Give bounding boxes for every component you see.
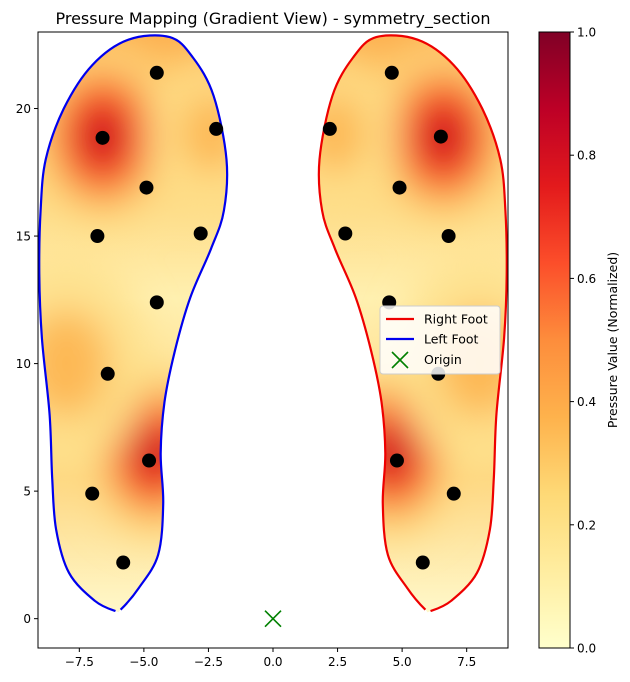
x-tick-label-2: −2.5 <box>194 655 223 669</box>
legend-label-right-foot: Right Foot <box>424 312 488 327</box>
colorbar-gradient <box>538 31 571 649</box>
sensor-right-4 <box>338 226 353 241</box>
legend-label-left-foot: Left Foot <box>424 332 479 347</box>
chart-title: Pressure Mapping (Gradient View) - symme… <box>55 9 490 29</box>
x-tick-label-5: 5.0 <box>393 655 412 669</box>
cbar-tick-label-5: 1.0 <box>577 26 596 40</box>
x-tick-label-0: −7.5 <box>65 655 94 669</box>
y-tick-label-0: 0 <box>23 612 31 626</box>
colorbar-ticks: 0.0 0.2 0.4 0.6 0.8 1.0 <box>570 26 596 656</box>
sensor-left-0 <box>149 65 164 80</box>
hotspot-right-2-1 <box>318 94 366 174</box>
legend-box <box>379 305 501 375</box>
sensor-markers <box>85 65 461 570</box>
origin-marker <box>264 610 282 628</box>
sensor-right-2 <box>433 129 448 144</box>
x-tick-label-3: 0.0 <box>263 655 282 669</box>
origin-x <box>264 610 282 628</box>
x-tick-label-4: 2.5 <box>328 655 347 669</box>
cbar-tick-label-2: 0.4 <box>577 395 596 409</box>
heatmap-hotspots-right <box>318 43 507 542</box>
sensor-right-0 <box>384 65 399 80</box>
sensor-left-8 <box>142 453 157 468</box>
legend-label-origin: Origin <box>424 352 462 367</box>
colorbar: 0.0 0.2 0.4 0.6 0.8 1.0 Pressure Value (Norma… <box>538 26 620 656</box>
legend-swatch-origin <box>391 351 409 369</box>
y-tick-label-3: 15 <box>16 230 31 244</box>
sensor-left-1 <box>95 130 110 145</box>
sensor-left-6 <box>149 295 164 310</box>
x-tick-label-6: 7.5 <box>457 655 476 669</box>
sensor-left-9 <box>85 486 100 501</box>
sensor-right-8 <box>389 453 404 468</box>
colorbar-label: Pressure Value (Normalized) <box>605 252 620 428</box>
right-foot-outline <box>317 34 508 613</box>
left-foot-outline <box>38 34 229 613</box>
sensor-right-5 <box>441 229 456 244</box>
sensor-left-7 <box>100 366 115 381</box>
y-tick-label-4: 20 <box>16 102 31 116</box>
sensor-right-10 <box>415 555 430 570</box>
sensor-right-3 <box>392 180 407 195</box>
sensor-left-3 <box>139 180 154 195</box>
legend: Right Foot Left Foot Origin <box>379 305 501 375</box>
origin-x-stroke-b <box>264 610 282 628</box>
cbar-tick-label-0: 0.0 <box>577 642 596 656</box>
x-tick-label-1: −5.0 <box>129 655 158 669</box>
sensor-left-4 <box>90 229 105 244</box>
cbar-tick-label-3: 0.6 <box>577 272 596 286</box>
cbar-tick-label-4: 0.8 <box>577 149 596 163</box>
y-tick-label-2: 10 <box>16 357 31 371</box>
sensor-right-1 <box>322 121 337 136</box>
legend-origin-x-stroke-b <box>391 351 409 369</box>
sensor-left-5 <box>193 226 208 241</box>
sensor-left-10 <box>116 555 131 570</box>
legend-origin-x <box>391 351 409 369</box>
hotspot-left-2-1 <box>180 94 228 174</box>
y-axis: 0 5 10 15 20 <box>16 102 38 626</box>
sensor-left-2 <box>209 121 224 136</box>
x-axis: −7.5 −5.0 −2.5 0.0 2.5 5.0 7.5 <box>65 648 476 669</box>
y-tick-label-1: 5 <box>23 485 31 499</box>
cbar-tick-label-1: 0.2 <box>577 518 596 532</box>
sensor-right-9 <box>446 486 461 501</box>
